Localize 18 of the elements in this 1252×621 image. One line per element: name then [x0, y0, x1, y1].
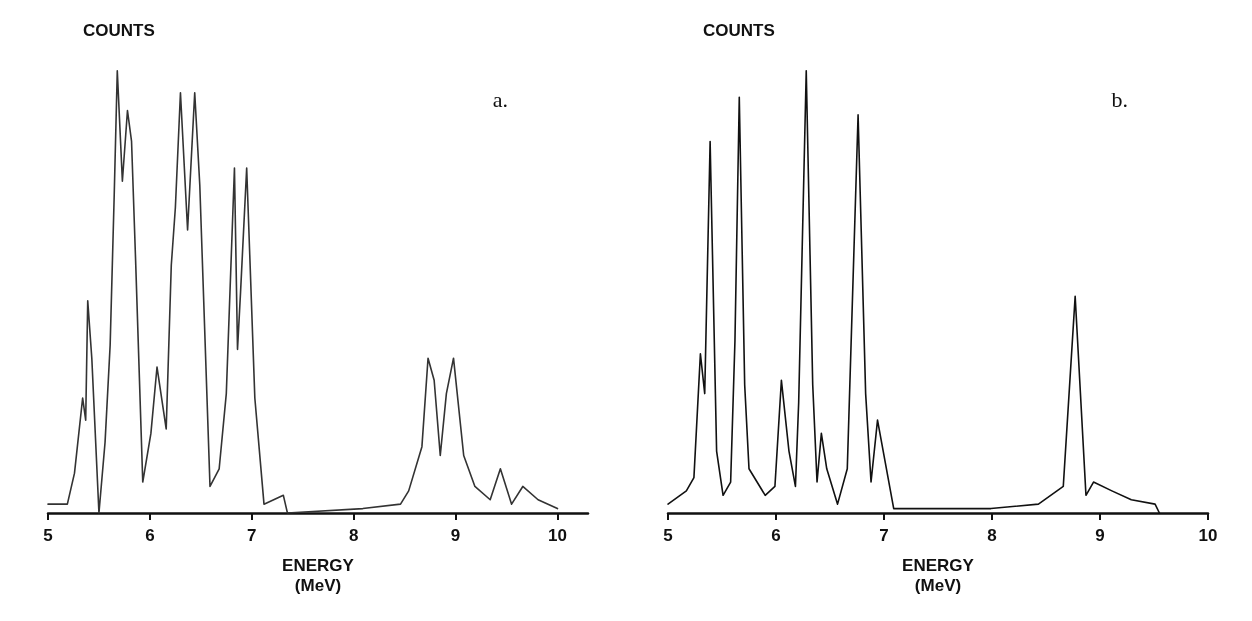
x-tick-label: 8 — [987, 526, 997, 545]
x-axis-title: ENERGY (MeV) — [902, 555, 975, 595]
x-axis-title: ENERGY (MeV) — [282, 555, 355, 595]
y-axis-title: COUNTS — [703, 21, 775, 40]
x-tick-label: 7 — [879, 526, 889, 545]
x-tick-label: 5 — [43, 526, 53, 545]
y-axis-title: COUNTS — [83, 21, 155, 40]
annotation: b. — [1111, 86, 1128, 112]
x-tick-label: 9 — [450, 526, 461, 545]
x-tick-label: 5 — [663, 526, 673, 545]
x-tick-label: 10 — [1198, 526, 1218, 545]
annotation: a. — [492, 86, 508, 112]
x-tick-label: 9 — [1095, 526, 1105, 545]
x-tick-label: 6 — [145, 526, 155, 545]
x-tick-label: 10 — [547, 526, 567, 545]
x-tick-label: 7 — [247, 526, 257, 545]
x-tick-label: 6 — [771, 526, 781, 545]
x-tick-label: 8 — [348, 526, 359, 545]
